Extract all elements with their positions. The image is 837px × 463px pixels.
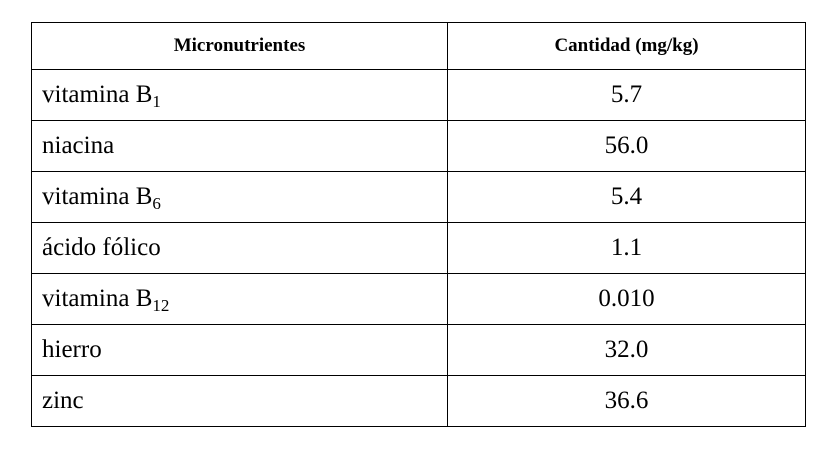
table-row: vitamina B6 5.4 (31, 171, 806, 223)
nutrient-cell: niacina (31, 120, 448, 172)
table-row: niacina 56.0 (31, 120, 806, 172)
nutrient-name: vitamina B (42, 81, 153, 108)
amount-cell: 5.7 (447, 69, 806, 121)
table-header: Micronutrientes Cantidad (mg/kg) (31, 22, 806, 70)
header-cell: Micronutrientes (31, 22, 448, 70)
amount-cell: 1.1 (447, 222, 806, 274)
amount-cell: 0.010 (447, 273, 806, 325)
nutrient-name: vitamina B (42, 183, 153, 210)
table-row: ácido fólico 1.1 (31, 222, 806, 274)
table-body: vitamina B1 5.7 niacina 56.0 vitamina B6 5.4 á… (31, 69, 806, 427)
nutrient-cell: hierro (31, 324, 448, 376)
nutrient-cell: zinc (31, 375, 448, 427)
nutrient-subscript: 6 (152, 194, 161, 213)
nutrient-cell: vitamina B1 (31, 69, 448, 121)
nutrient-name: vitamina B (42, 285, 153, 312)
header-row: Micronutrientes Cantidad (mg/kg) (31, 22, 806, 70)
nutrient-table: Micronutrientes Cantidad (mg/kg) vitamin… (31, 22, 806, 427)
nutrient-cell: vitamina B6 (31, 171, 448, 223)
amount-cell: 5.4 (447, 171, 806, 223)
nutrient-name: zinc (42, 387, 84, 414)
nutrient-subscript: 12 (152, 296, 170, 315)
table-row: vitamina B1 5.7 (31, 69, 806, 121)
nutrient-subscript: 1 (152, 92, 161, 111)
table-row: zinc 36.6 (31, 375, 806, 427)
nutrient-name: ácido fólico (42, 234, 161, 261)
amount-cell: 36.6 (447, 375, 806, 427)
table-row: vitamina B12 0.010 (31, 273, 806, 325)
nutrient-name: hierro (42, 336, 102, 363)
nutrient-cell: vitamina B12 (31, 273, 448, 325)
nutrient-name: niacina (42, 132, 115, 159)
header-cell: Cantidad (mg/kg) (447, 22, 806, 70)
amount-cell: 32.0 (447, 324, 806, 376)
table-row: hierro 32.0 (31, 324, 806, 376)
nutrient-cell: ácido fólico (31, 222, 448, 274)
amount-cell: 56.0 (447, 120, 806, 172)
